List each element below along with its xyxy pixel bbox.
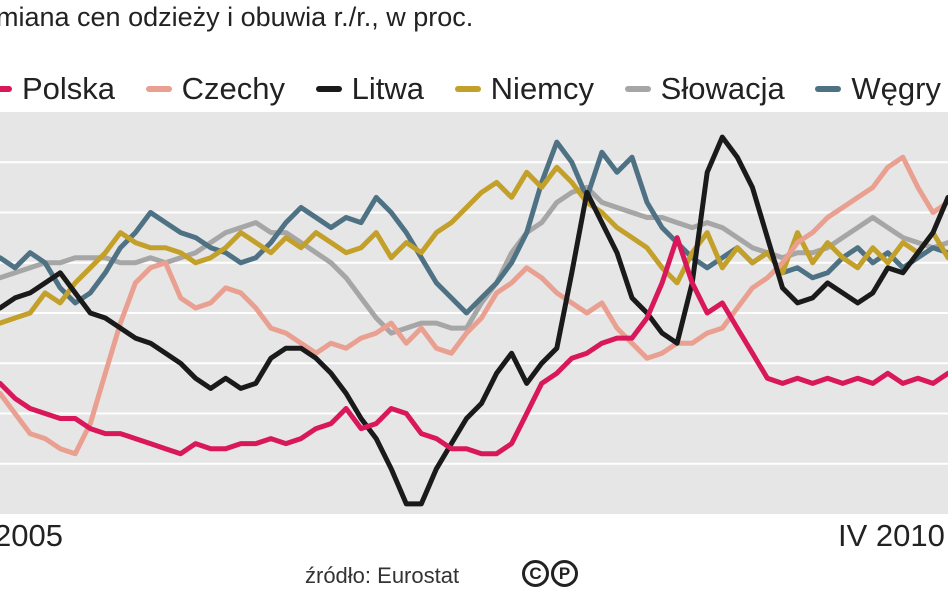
cc-icon: C bbox=[522, 560, 549, 587]
series-line-węgry bbox=[0, 139, 948, 316]
legend-swatch-litwa bbox=[315, 86, 342, 92]
series-line-litwa bbox=[0, 134, 948, 507]
legend-label-niemcy: Niemcy bbox=[490, 71, 595, 106]
legend-item-slowacja: Słowacja bbox=[624, 71, 785, 107]
legend-label-wegry: Węgry bbox=[851, 71, 941, 106]
legend-swatch-niemcy bbox=[454, 86, 481, 92]
series-layer bbox=[0, 134, 948, 507]
series-line-czechy bbox=[0, 154, 948, 457]
legend-swatch-czechy bbox=[145, 86, 172, 92]
line-chart bbox=[0, 112, 948, 514]
legend-label-litwa: Litwa bbox=[351, 71, 425, 106]
legend-label-polska: Polska bbox=[22, 71, 116, 106]
x-label-end: IV 2010 bbox=[838, 518, 945, 553]
legend-item-niemcy: Niemcy bbox=[454, 71, 595, 107]
license-icons: C P bbox=[522, 560, 578, 587]
legend-label-czechy: Czechy bbox=[181, 71, 286, 106]
legend-item-czechy: Czechy bbox=[145, 71, 286, 107]
legend-swatch-wegry bbox=[815, 86, 842, 92]
legend-item-wegry: Węgry bbox=[815, 71, 941, 107]
legend-label-slowacja: Słowacja bbox=[660, 71, 785, 106]
source-note: źródło: Eurostat bbox=[305, 563, 460, 588]
x-label-start: 2005 bbox=[0, 518, 63, 553]
legend: Polska Czechy Litwa Niemcy Słowacja Węgr… bbox=[0, 64, 948, 107]
legend-item-polska: Polska bbox=[0, 71, 115, 107]
legend-item-litwa: Litwa bbox=[315, 71, 425, 107]
series-line-polska bbox=[0, 235, 948, 457]
p-icon: P bbox=[551, 560, 578, 587]
legend-swatch-polska bbox=[0, 86, 12, 92]
chart-subtitle: miana cen odzieży i obuwia r./r., w proc… bbox=[0, 2, 474, 32]
legend-swatch-slowacja bbox=[624, 86, 651, 92]
